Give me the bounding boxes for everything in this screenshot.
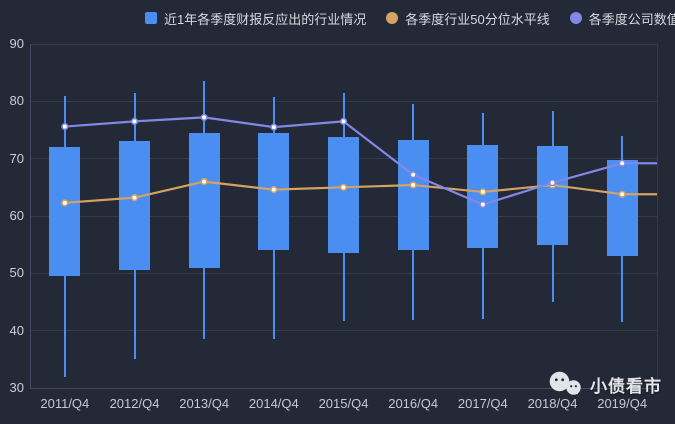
company-value-line[interactable]	[64, 116, 657, 206]
x-axis-label-2014-q4: 2014/Q4	[248, 396, 299, 411]
x-axis-label-2012-q4: 2012/Q4	[109, 396, 160, 411]
legend-label: 各季度公司数值	[588, 11, 675, 27]
legend-item-2[interactable]: 各季度公司数值	[569, 9, 675, 28]
candle-box-2012-q4[interactable]	[119, 141, 150, 271]
candle-box-2017-q4[interactable]	[467, 145, 499, 248]
watermark: 小债看市	[548, 371, 662, 398]
x-axis-label-2018-q4: 2018/Q4	[527, 396, 578, 411]
industry-50th-percentile-line-marker-2011-q4[interactable]	[61, 199, 69, 207]
gridline	[30, 43, 657, 45]
candle-box-2018-q4[interactable]	[537, 146, 568, 245]
wechat-icon	[549, 371, 581, 395]
industry-50th-percentile-line-marker-2012-q4[interactable]	[130, 194, 139, 202]
x-axis-label-2013-q4: 2013/Q4	[179, 396, 230, 411]
industry-50th-percentile-line-marker-2017-q4[interactable]	[479, 188, 487, 196]
x-axis-label-2015-q4: 2015/Q4	[318, 396, 369, 411]
industry-50th-percentile-line[interactable]	[64, 180, 657, 204]
company-value-line-marker-2018-q4[interactable]	[548, 179, 557, 187]
x-axis-label-2017-q4: 2017/Q4	[457, 396, 508, 411]
candle-box-2011-q4[interactable]	[49, 147, 81, 277]
company-value-line-marker-2019-q4[interactable]	[618, 159, 626, 167]
company-value-line-marker-2015-q4[interactable]	[339, 117, 348, 125]
industry-50th-percentile-line-marker-2013-q4[interactable]	[200, 178, 208, 186]
x-axis-label-2016-q4: 2016/Q4	[388, 396, 439, 411]
y-axis-tick-label: 30	[9, 380, 24, 395]
legend-item-1[interactable]: 各季度行业50分位水平线	[386, 9, 550, 28]
industry-50th-percentile-line-marker-2014-q4[interactable]	[270, 186, 278, 194]
y-axis-tick-label: 60	[9, 208, 24, 223]
legend-item-0[interactable]: 近1年各季度财报反应出的行业情况	[145, 9, 366, 28]
gridline	[30, 330, 657, 332]
y-axis-tick-label: 90	[9, 36, 24, 51]
company-value-line-marker-2017-q4[interactable]	[479, 200, 487, 209]
x-axis-label-2011-q4: 2011/Q4	[40, 396, 90, 411]
company-value-line-marker-2014-q4[interactable]	[270, 123, 278, 131]
candle-box-2016-q4[interactable]	[397, 139, 429, 251]
company-value-line-marker-2013-q4[interactable]	[200, 113, 208, 121]
industry-50th-percentile-line-marker-2016-q4[interactable]	[409, 181, 417, 189]
industry-50th-percentile-line-marker-2019-q4[interactable]	[618, 190, 626, 198]
industry-50th-percentile-line-marker-2015-q4[interactable]	[339, 183, 348, 191]
legend-square-icon	[145, 12, 157, 24]
legend-label: 各季度行业50分位水平线	[405, 11, 550, 27]
candle-box-2013-q4[interactable]	[188, 132, 220, 268]
y-axis-tick-label: 80	[9, 93, 24, 109]
chart-legend: 近1年各季度财报反应出的行业情况 各季度行业50分位水平线 各季度公司数值	[145, 9, 675, 27]
company-value-line-marker-2012-q4[interactable]	[130, 117, 139, 125]
company-value-line-marker-2011-q4[interactable]	[61, 122, 69, 131]
plot-right-border	[656, 44, 658, 388]
y-axis-tick-label: 50	[9, 265, 24, 281]
legend-circle-icon	[569, 12, 582, 24]
legend-label: 近1年各季度财报反应出的行业情况	[164, 11, 367, 27]
y-axis-line	[29, 44, 31, 388]
company-value-line-marker-2016-q4[interactable]	[409, 171, 417, 179]
x-axis-label-2019-q4: 2019/Q4	[597, 396, 648, 411]
x-axis-line	[30, 387, 657, 389]
candle-box-2019-q4[interactable]	[606, 159, 638, 257]
legend-circle-icon	[386, 12, 399, 24]
y-axis-tick-label: 40	[9, 322, 24, 338]
y-axis-tick-label: 70	[9, 150, 24, 166]
watermark-text: 小债看市	[590, 377, 662, 396]
candle-box-2015-q4[interactable]	[328, 137, 359, 254]
